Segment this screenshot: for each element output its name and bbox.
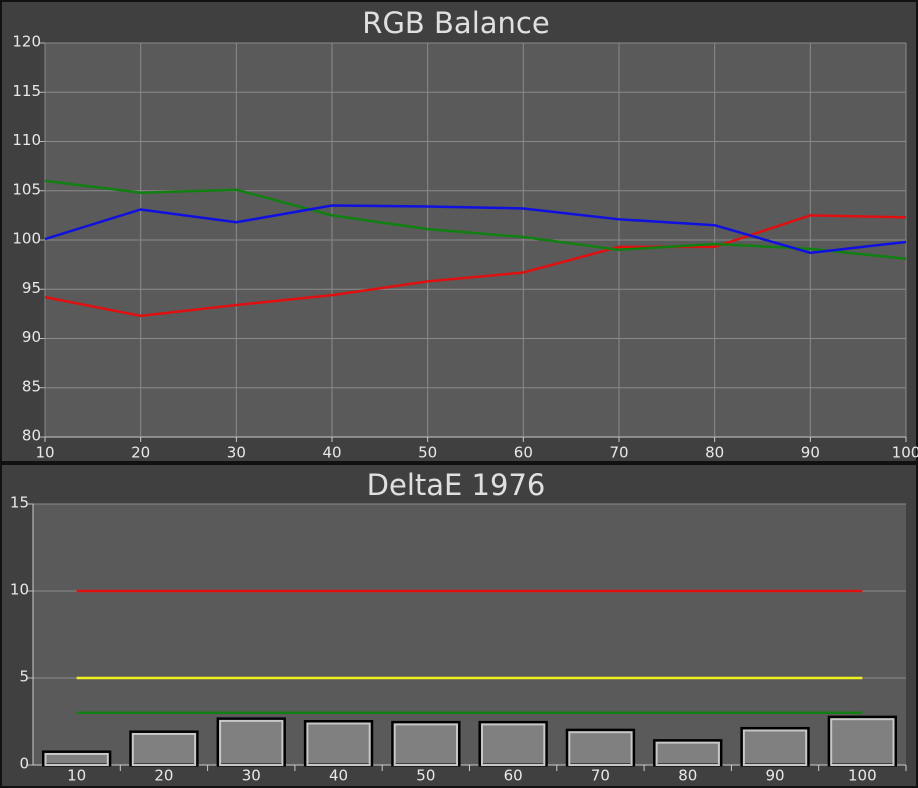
bar-highlight (830, 718, 895, 767)
y-tick-label: 95 (22, 279, 41, 297)
y-tick-label: 15 (10, 494, 29, 512)
x-tick-label: 10 (67, 767, 86, 785)
y-tick-label: 110 (12, 131, 41, 149)
bar (740, 726, 810, 767)
bar-highlight (480, 723, 546, 766)
bar-highlight (568, 731, 633, 767)
x-tick-label: 90 (801, 444, 820, 462)
x-tick-label: 60 (514, 444, 533, 462)
bar-highlight (393, 723, 459, 766)
bar (303, 720, 374, 767)
y-tick-label: 100 (12, 230, 41, 248)
bar (565, 728, 636, 767)
y-tick-label: 120 (12, 33, 41, 51)
x-tick-label: 100 (892, 444, 918, 462)
x-tick-label: 70 (591, 767, 610, 785)
y-tick-label: 80 (22, 427, 41, 445)
bar (478, 720, 548, 767)
line (44, 214, 907, 318)
bar-highlight (44, 752, 109, 767)
x-tick-label: 80 (678, 767, 697, 785)
bar (653, 739, 723, 767)
bar-highlight (655, 741, 720, 767)
x-tick-label: 100 (848, 767, 877, 785)
y-tick-label: 0 (19, 755, 29, 773)
y-tick-label: 10 (10, 581, 29, 599)
bar-highlight (131, 732, 197, 767)
x-tick-label: 50 (418, 444, 437, 462)
x-tick-label: 60 (504, 767, 523, 785)
bar (216, 717, 286, 767)
x-tick-label: 40 (329, 767, 348, 785)
y-tick-label: 5 (19, 668, 29, 686)
plot-area (33, 504, 906, 765)
x-tick-label: 10 (35, 444, 54, 462)
x-tick-label: 90 (766, 767, 785, 785)
y-tick-label: 90 (22, 328, 41, 346)
x-tick-label: 30 (242, 767, 261, 785)
y-tick-label: 85 (22, 377, 41, 395)
line (44, 179, 907, 260)
y-tick-label: 115 (12, 82, 41, 100)
bar (129, 730, 199, 767)
x-tick-label: 20 (154, 767, 173, 785)
y-tick-label: 105 (12, 180, 41, 198)
x-tick-label: 20 (131, 444, 150, 462)
line (44, 204, 907, 255)
bar (827, 715, 898, 767)
x-tick-label: 40 (322, 444, 341, 462)
bar-highlight (306, 722, 371, 766)
x-tick-label: 50 (416, 767, 435, 785)
chart-title: RGB Balance (362, 6, 549, 40)
bar-highlight (219, 719, 284, 767)
bar (391, 720, 461, 767)
x-tick-label: 70 (609, 444, 628, 462)
x-tick-label: 30 (227, 444, 246, 462)
chart-title: DeltaE 1976 (367, 468, 546, 502)
bar-highlight (742, 729, 808, 767)
x-tick-label: 80 (705, 444, 724, 462)
